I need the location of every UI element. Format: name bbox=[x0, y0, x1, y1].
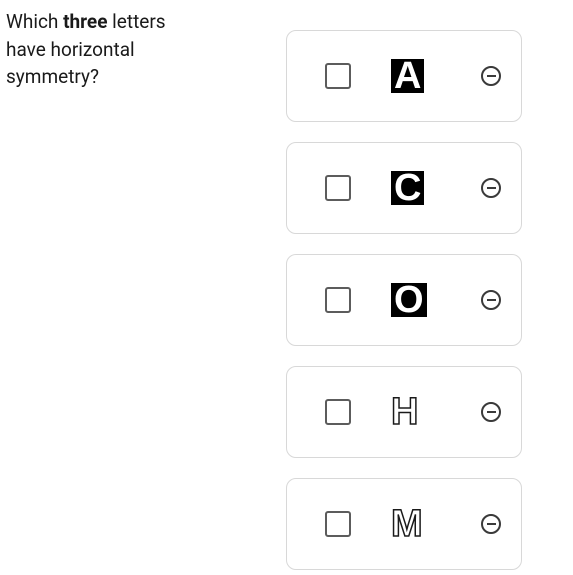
option-card[interactable]: A bbox=[286, 30, 522, 122]
eliminate-icon[interactable] bbox=[481, 178, 501, 198]
letter-glyph: M bbox=[391, 507, 423, 541]
option-card[interactable]: H bbox=[286, 366, 522, 458]
question-prefix: Which bbox=[6, 10, 63, 33]
checkbox[interactable] bbox=[325, 511, 351, 537]
eliminate-icon[interactable] bbox=[481, 514, 501, 534]
letter-glyph: O bbox=[391, 283, 427, 317]
option-card[interactable]: C bbox=[286, 142, 522, 234]
letter-image: C bbox=[391, 171, 424, 205]
checkbox[interactable] bbox=[325, 287, 351, 313]
checkbox[interactable] bbox=[325, 175, 351, 201]
options-list: A C O H M bbox=[286, 30, 522, 570]
letter-glyph: C bbox=[391, 171, 424, 205]
checkbox[interactable] bbox=[325, 399, 351, 425]
letter-glyph: A bbox=[391, 59, 424, 93]
option-card[interactable]: M bbox=[286, 478, 522, 570]
letter-glyph: H bbox=[391, 395, 418, 429]
letter-image: H bbox=[391, 395, 418, 429]
question-text: Which three letters have horizontal symm… bbox=[6, 8, 176, 91]
letter-image: A bbox=[391, 59, 424, 93]
eliminate-icon[interactable] bbox=[481, 66, 501, 86]
letter-image: M bbox=[391, 507, 423, 541]
eliminate-icon[interactable] bbox=[481, 290, 501, 310]
checkbox[interactable] bbox=[325, 63, 351, 89]
letter-image: O bbox=[391, 283, 427, 317]
option-card[interactable]: O bbox=[286, 254, 522, 346]
question-emphasis: three bbox=[63, 10, 107, 33]
eliminate-icon[interactable] bbox=[481, 402, 501, 422]
